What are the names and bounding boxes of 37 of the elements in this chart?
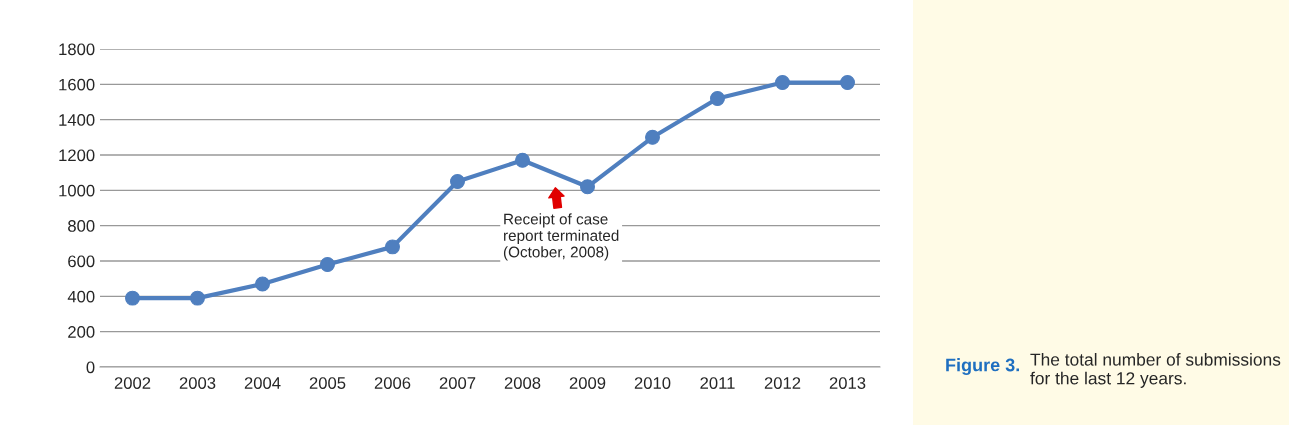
caption: Figure 3. bbox=[946, 358, 1019, 375]
y-tick-label: 0 bbox=[86, 361, 95, 374]
point bbox=[255, 276, 270, 292]
x-tick-label: 2007 bbox=[439, 377, 476, 389]
point bbox=[320, 257, 335, 272]
y-tick-label: 1600 bbox=[59, 78, 95, 91]
point bbox=[775, 75, 790, 91]
y-tick-label: 1400 bbox=[59, 114, 95, 126]
point bbox=[385, 239, 400, 255]
y-tick-label: 200 bbox=[68, 326, 95, 338]
x-tick-label: 2004 bbox=[244, 377, 281, 389]
annotation: Receipt of case report terminated (October, 2008) bbox=[503, 213, 619, 261]
point bbox=[450, 174, 465, 189]
x-tick-label: 2008 bbox=[504, 377, 541, 389]
point bbox=[645, 129, 660, 145]
x-tick-label: 2010 bbox=[634, 377, 671, 389]
x-tick-label: 2002 bbox=[114, 377, 151, 389]
x-tick-label: 2011 bbox=[700, 377, 735, 389]
y-tick-label: 1200 bbox=[59, 149, 95, 162]
y-tick-label: 1800 bbox=[59, 43, 95, 56]
y-tick-label: 800 bbox=[68, 220, 95, 232]
y-tick-label: 400 bbox=[67, 290, 95, 303]
text: The total number of submissions for the last 12 years. bbox=[1030, 353, 1281, 388]
y-tick-label: 600 bbox=[68, 255, 95, 268]
point bbox=[515, 152, 530, 168]
point bbox=[580, 179, 595, 195]
x-tick-label: 2003 bbox=[179, 377, 216, 389]
y-tick-label: 1000 bbox=[59, 184, 95, 197]
point bbox=[840, 75, 855, 91]
x-tick-label: 2009 bbox=[569, 377, 606, 389]
point bbox=[710, 91, 725, 106]
point bbox=[125, 290, 140, 306]
x-tick-label: 2013 bbox=[829, 377, 866, 389]
x-tick-label: 2005 bbox=[309, 377, 346, 389]
x-tick-label: 2006 bbox=[374, 377, 411, 389]
point bbox=[190, 290, 205, 306]
x-tick-label: 2012 bbox=[764, 377, 801, 389]
